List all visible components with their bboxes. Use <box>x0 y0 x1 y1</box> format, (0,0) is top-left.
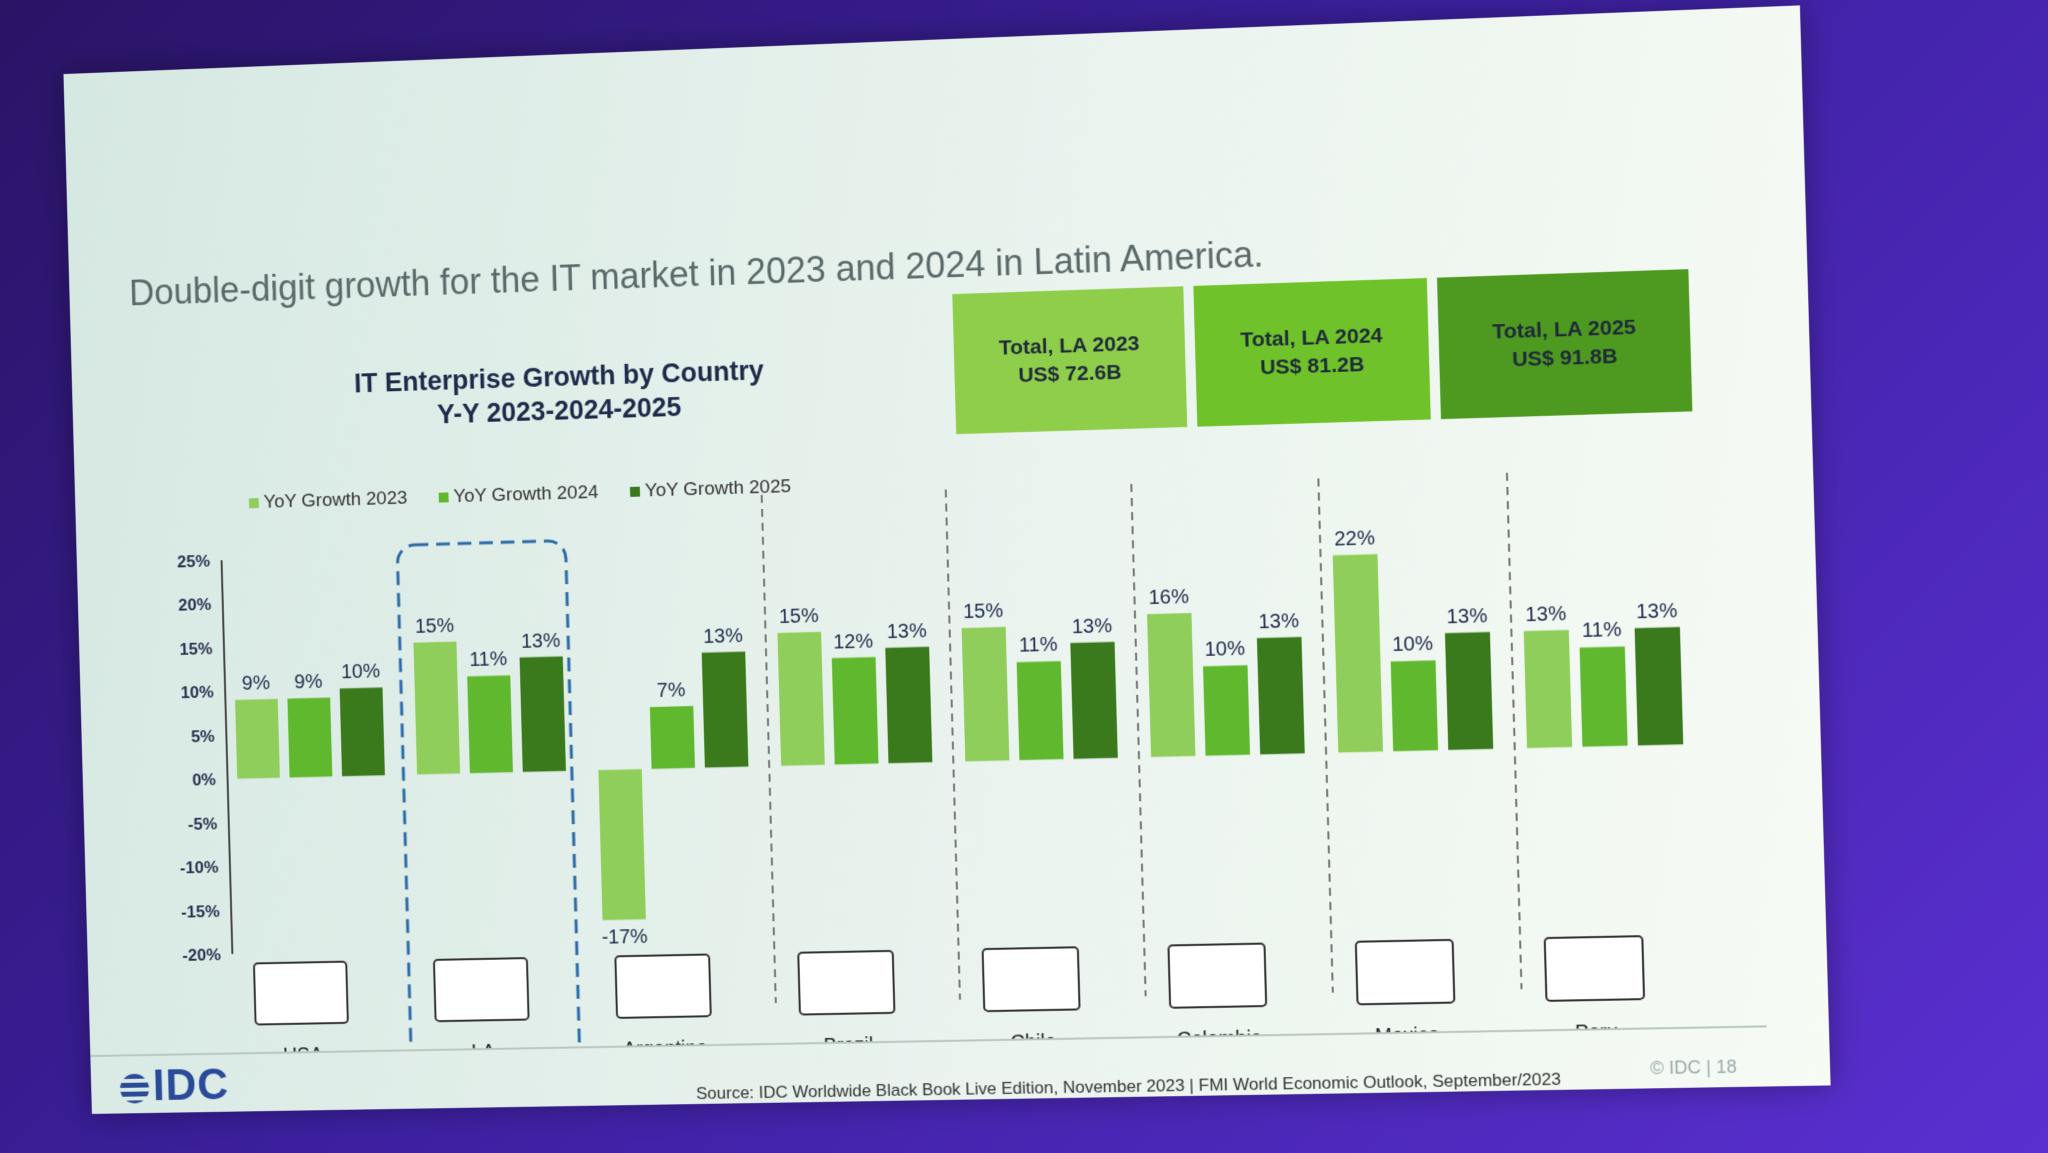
total-box-2024: Total, LA 2024 US$ 81.2B <box>1193 278 1430 427</box>
group-separator <box>946 490 960 1000</box>
group-separator <box>1507 473 1522 989</box>
bar <box>777 632 824 766</box>
bar <box>1445 632 1493 750</box>
bar-data-label: 11% <box>1582 619 1622 643</box>
group-separator <box>1131 484 1145 996</box>
country-flag-icon <box>983 947 1080 1011</box>
legend-entry: YoY Growth 2024 <box>453 481 599 506</box>
idc-logo: IDC <box>119 1060 229 1111</box>
total-box-2023: Total, LA 2023 US$ 72.6B <box>952 286 1187 434</box>
y-axis-line <box>222 560 233 954</box>
country-flag-icon <box>254 962 348 1025</box>
y-tick-label: -15% <box>181 901 220 921</box>
bar-data-label: 10% <box>1204 638 1245 661</box>
bar-data-label: 9% <box>294 671 323 694</box>
bar-data-label: 13% <box>887 620 928 643</box>
bar-data-label: 13% <box>1636 599 1678 623</box>
source-note: Source: IDC Worldwide Black Book Live Ed… <box>696 1070 1561 1104</box>
legend-swatch <box>630 487 640 497</box>
country-flag-icon <box>1356 940 1455 1004</box>
bar-data-label: 16% <box>1148 586 1189 609</box>
bar-data-label: 10% <box>341 661 381 684</box>
bar-data-label: 13% <box>703 625 743 648</box>
bar <box>832 657 879 765</box>
totals-row: Total, LA 2023 US$ 72.6B Total, LA 2024 … <box>952 269 1692 434</box>
country-flag-icon <box>434 958 529 1021</box>
bar-data-label: 11% <box>1019 634 1058 657</box>
bar <box>1580 646 1628 746</box>
bar <box>1147 613 1195 757</box>
x-category-label: Chile <box>1010 1031 1056 1054</box>
bar-data-label: 13% <box>521 629 561 652</box>
bar <box>235 699 280 779</box>
bar-data-label: 15% <box>779 605 819 628</box>
bar <box>1524 630 1572 748</box>
bar <box>962 627 1010 762</box>
y-tick-label: -5% <box>188 814 218 834</box>
bar <box>1635 627 1684 745</box>
bar <box>287 698 332 778</box>
bar-data-label: 13% <box>1446 605 1488 629</box>
group-separator <box>1318 478 1332 992</box>
y-tick-label: 0% <box>192 770 216 789</box>
legend-entry: YoY Growth 2023 <box>263 487 407 512</box>
legend-entry: YoY Growth 2025 <box>645 475 792 500</box>
bar-data-label: 15% <box>415 615 455 638</box>
total-box-2025: Total, LA 2025 US$ 91.8B <box>1437 269 1692 419</box>
y-tick-label: -10% <box>180 858 219 878</box>
slide: Double-digit growth for the IT market in… <box>63 5 1830 1114</box>
total-value: US$ 91.8B <box>1512 343 1618 375</box>
x-category-label: Colombia <box>1177 1027 1263 1051</box>
bar <box>650 706 695 769</box>
bar <box>1203 665 1250 756</box>
chart-title: IT Enterprise Growth by Country Y-Y 2023… <box>333 353 787 435</box>
country-flag-icon <box>1545 936 1644 1001</box>
country-flag-icon <box>615 954 710 1017</box>
bar <box>1333 554 1383 752</box>
bar-data-label: 11% <box>469 649 507 672</box>
bar <box>1391 660 1438 751</box>
bar-data-label: 12% <box>833 630 873 653</box>
bar-data-label: 13% <box>1258 610 1299 633</box>
bar <box>467 675 513 773</box>
bar-data-label: 13% <box>1072 615 1113 638</box>
x-category-label: Peru <box>1575 1021 1619 1044</box>
bar-data-label: 13% <box>1525 602 1567 626</box>
bar-data-label: 15% <box>963 600 1004 623</box>
bar <box>1017 661 1064 760</box>
growth-bar-chart: YoY Growth 2023 YoY Growth 2024 YoY Growth… <box>113 413 1829 1055</box>
bar <box>340 687 385 776</box>
bar-data-label: 10% <box>1392 633 1433 657</box>
bar-data-label: -17% <box>601 926 648 949</box>
bar <box>702 652 749 768</box>
y-tick-label: -20% <box>182 945 221 965</box>
country-flag-icon <box>1168 944 1266 1008</box>
bar-data-label: 7% <box>657 679 686 702</box>
legend-swatch <box>439 492 449 502</box>
total-value: US$ 81.2B <box>1260 351 1365 383</box>
bar <box>520 656 566 772</box>
bar <box>413 642 460 775</box>
bar <box>885 647 932 764</box>
country-flag-icon <box>798 951 894 1015</box>
y-tick-label: 15% <box>179 639 212 659</box>
bar <box>1257 637 1305 755</box>
idc-logo-icon <box>120 1074 150 1104</box>
group-separator <box>762 495 776 1003</box>
y-tick-label: 25% <box>177 552 210 572</box>
page-number: © IDC | 18 <box>1650 1056 1737 1079</box>
bar <box>598 769 645 920</box>
total-value: US$ 72.6B <box>1018 359 1122 390</box>
x-category-label: Mexico <box>1375 1024 1440 1048</box>
total-label: Total, LA 2023 <box>998 330 1139 363</box>
y-tick-label: 5% <box>191 727 215 746</box>
y-tick-label: 10% <box>180 683 213 703</box>
legend-swatch <box>249 498 259 508</box>
y-tick-label: 20% <box>178 595 211 615</box>
bar <box>1070 642 1117 759</box>
bar-data-label: 22% <box>1334 527 1375 551</box>
x-category-label: Brazil <box>823 1034 873 1054</box>
idc-logo-text: IDC <box>152 1060 229 1109</box>
bar-data-label: 9% <box>242 672 271 695</box>
